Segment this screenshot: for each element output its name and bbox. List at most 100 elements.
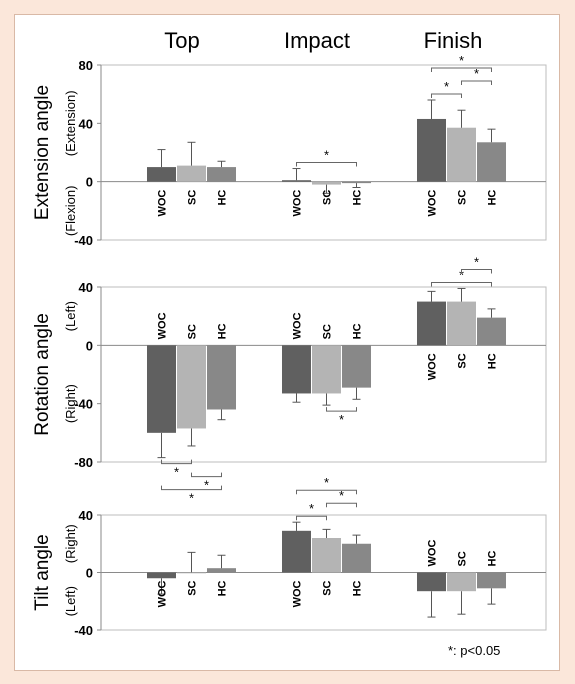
category-label-sc: SC xyxy=(187,190,199,205)
significance-marker: * xyxy=(189,491,194,506)
category-label-hc: HC xyxy=(487,551,499,567)
significance-marker: * xyxy=(444,79,449,94)
column-title-top: Top xyxy=(164,28,199,53)
y-tick-label: -40 xyxy=(74,397,93,412)
category-label-woc: WOC xyxy=(292,190,304,217)
column-title-finish: Finish xyxy=(424,28,483,53)
y-axis-label: Rotation angle xyxy=(32,313,53,436)
category-label-woc: WOC xyxy=(427,540,439,567)
bar-hc xyxy=(342,181,371,184)
significance-marker: * xyxy=(174,465,179,480)
category-label-woc: WOC xyxy=(157,312,169,339)
bar-sc xyxy=(177,572,206,574)
bar-hc xyxy=(207,568,236,573)
bar-hc xyxy=(342,345,371,388)
significance-bracket xyxy=(461,268,492,274)
y-axis-label: Tilt angle xyxy=(32,534,53,610)
y-tick-label: 0 xyxy=(86,566,93,581)
y-tick-label: 40 xyxy=(79,508,93,523)
figure-frame: Top Impact Finish -40 0 40 80 Extension angle (E… xyxy=(14,14,560,671)
category-label-sc: SC xyxy=(322,324,334,339)
category-label-sc: SC xyxy=(187,324,199,339)
significance-bracket xyxy=(161,459,192,465)
category-label-sc: SC xyxy=(187,580,199,595)
significance-bracket xyxy=(296,162,357,167)
bar-sc xyxy=(447,127,476,182)
bar-woc xyxy=(147,167,176,182)
significance-marker: * xyxy=(459,53,464,68)
category-label-hc: HC xyxy=(352,580,364,596)
significance-marker: * xyxy=(474,66,479,81)
bar-woc xyxy=(282,530,311,573)
significance-bracket xyxy=(326,502,357,508)
significance-marker: * xyxy=(339,412,344,427)
bar-hc xyxy=(477,317,506,346)
category-label-hc: HC xyxy=(487,353,499,369)
y-tick-label: 80 xyxy=(79,58,93,73)
y-tick-label: -40 xyxy=(74,233,93,248)
bar-sc xyxy=(177,345,206,429)
bar-sc xyxy=(447,301,476,346)
bar-woc xyxy=(417,118,446,182)
category-label-hc: HC xyxy=(217,323,229,339)
significance-note: *: p<0.05 xyxy=(448,643,501,658)
category-label-sc: SC xyxy=(457,190,469,205)
bar-chart: Top Impact Finish -40 0 40 80 Extension angle (E… xyxy=(32,28,547,638)
significance-bracket xyxy=(191,472,222,478)
significance-bracket xyxy=(431,93,462,98)
significance-marker: * xyxy=(339,488,344,503)
bar-woc xyxy=(417,301,446,346)
significance-marker: * xyxy=(309,501,314,516)
category-label-woc: WOC xyxy=(292,312,304,339)
bar-woc xyxy=(282,180,311,182)
category-label-sc: SC xyxy=(457,551,469,566)
bar-hc xyxy=(207,167,236,182)
bar-woc xyxy=(147,572,176,579)
significance-bracket xyxy=(461,80,492,85)
category-label-hc: HC xyxy=(217,580,229,596)
category-label-sc: SC xyxy=(322,580,334,595)
significance-marker: * xyxy=(324,475,329,490)
y-tick-label: 40 xyxy=(79,280,93,295)
y-direction-positive: (Extension) xyxy=(63,90,78,156)
category-label-hc: HC xyxy=(487,190,499,206)
bar-woc xyxy=(147,345,176,433)
significance-marker: * xyxy=(474,254,479,269)
y-tick-label: -80 xyxy=(74,455,93,470)
category-label-woc: WOC xyxy=(427,353,439,380)
category-label-woc: WOC xyxy=(427,190,439,217)
y-direction-positive: (Right) xyxy=(63,524,78,563)
significance-bracket xyxy=(296,489,357,495)
category-label-hc: HC xyxy=(352,323,364,339)
category-label-woc: WOC xyxy=(157,580,169,607)
bar-hc xyxy=(207,345,236,410)
significance-marker: * xyxy=(459,267,464,282)
significance-marker: * xyxy=(324,148,329,163)
significance-bracket xyxy=(296,515,327,521)
column-title-impact: Impact xyxy=(284,28,350,53)
y-direction-negative: (Left) xyxy=(63,586,78,616)
y-tick-label: 40 xyxy=(79,116,93,131)
bar-hc xyxy=(477,572,506,589)
bar-sc xyxy=(312,181,341,185)
bar-sc xyxy=(447,572,476,592)
category-label-sc: SC xyxy=(322,190,334,205)
bar-woc xyxy=(417,572,446,592)
bar-hc xyxy=(477,142,506,182)
category-label-hc: HC xyxy=(217,190,229,206)
bar-woc xyxy=(282,345,311,394)
y-tick-label: 0 xyxy=(86,175,93,190)
category-label-woc: WOC xyxy=(292,580,304,607)
bar-sc xyxy=(177,165,206,182)
category-label-hc: HC xyxy=(352,190,364,206)
significance-marker: * xyxy=(204,478,209,493)
bar-hc xyxy=(342,543,371,573)
significance-bracket xyxy=(431,281,492,287)
significance-bracket xyxy=(431,67,492,72)
y-tick-label: -40 xyxy=(74,623,93,638)
y-direction-positive: (Left) xyxy=(63,301,78,331)
category-label-sc: SC xyxy=(457,353,469,368)
bar-sc xyxy=(312,345,341,394)
y-direction-negative: (Right) xyxy=(63,384,78,423)
bar-sc xyxy=(312,538,341,573)
